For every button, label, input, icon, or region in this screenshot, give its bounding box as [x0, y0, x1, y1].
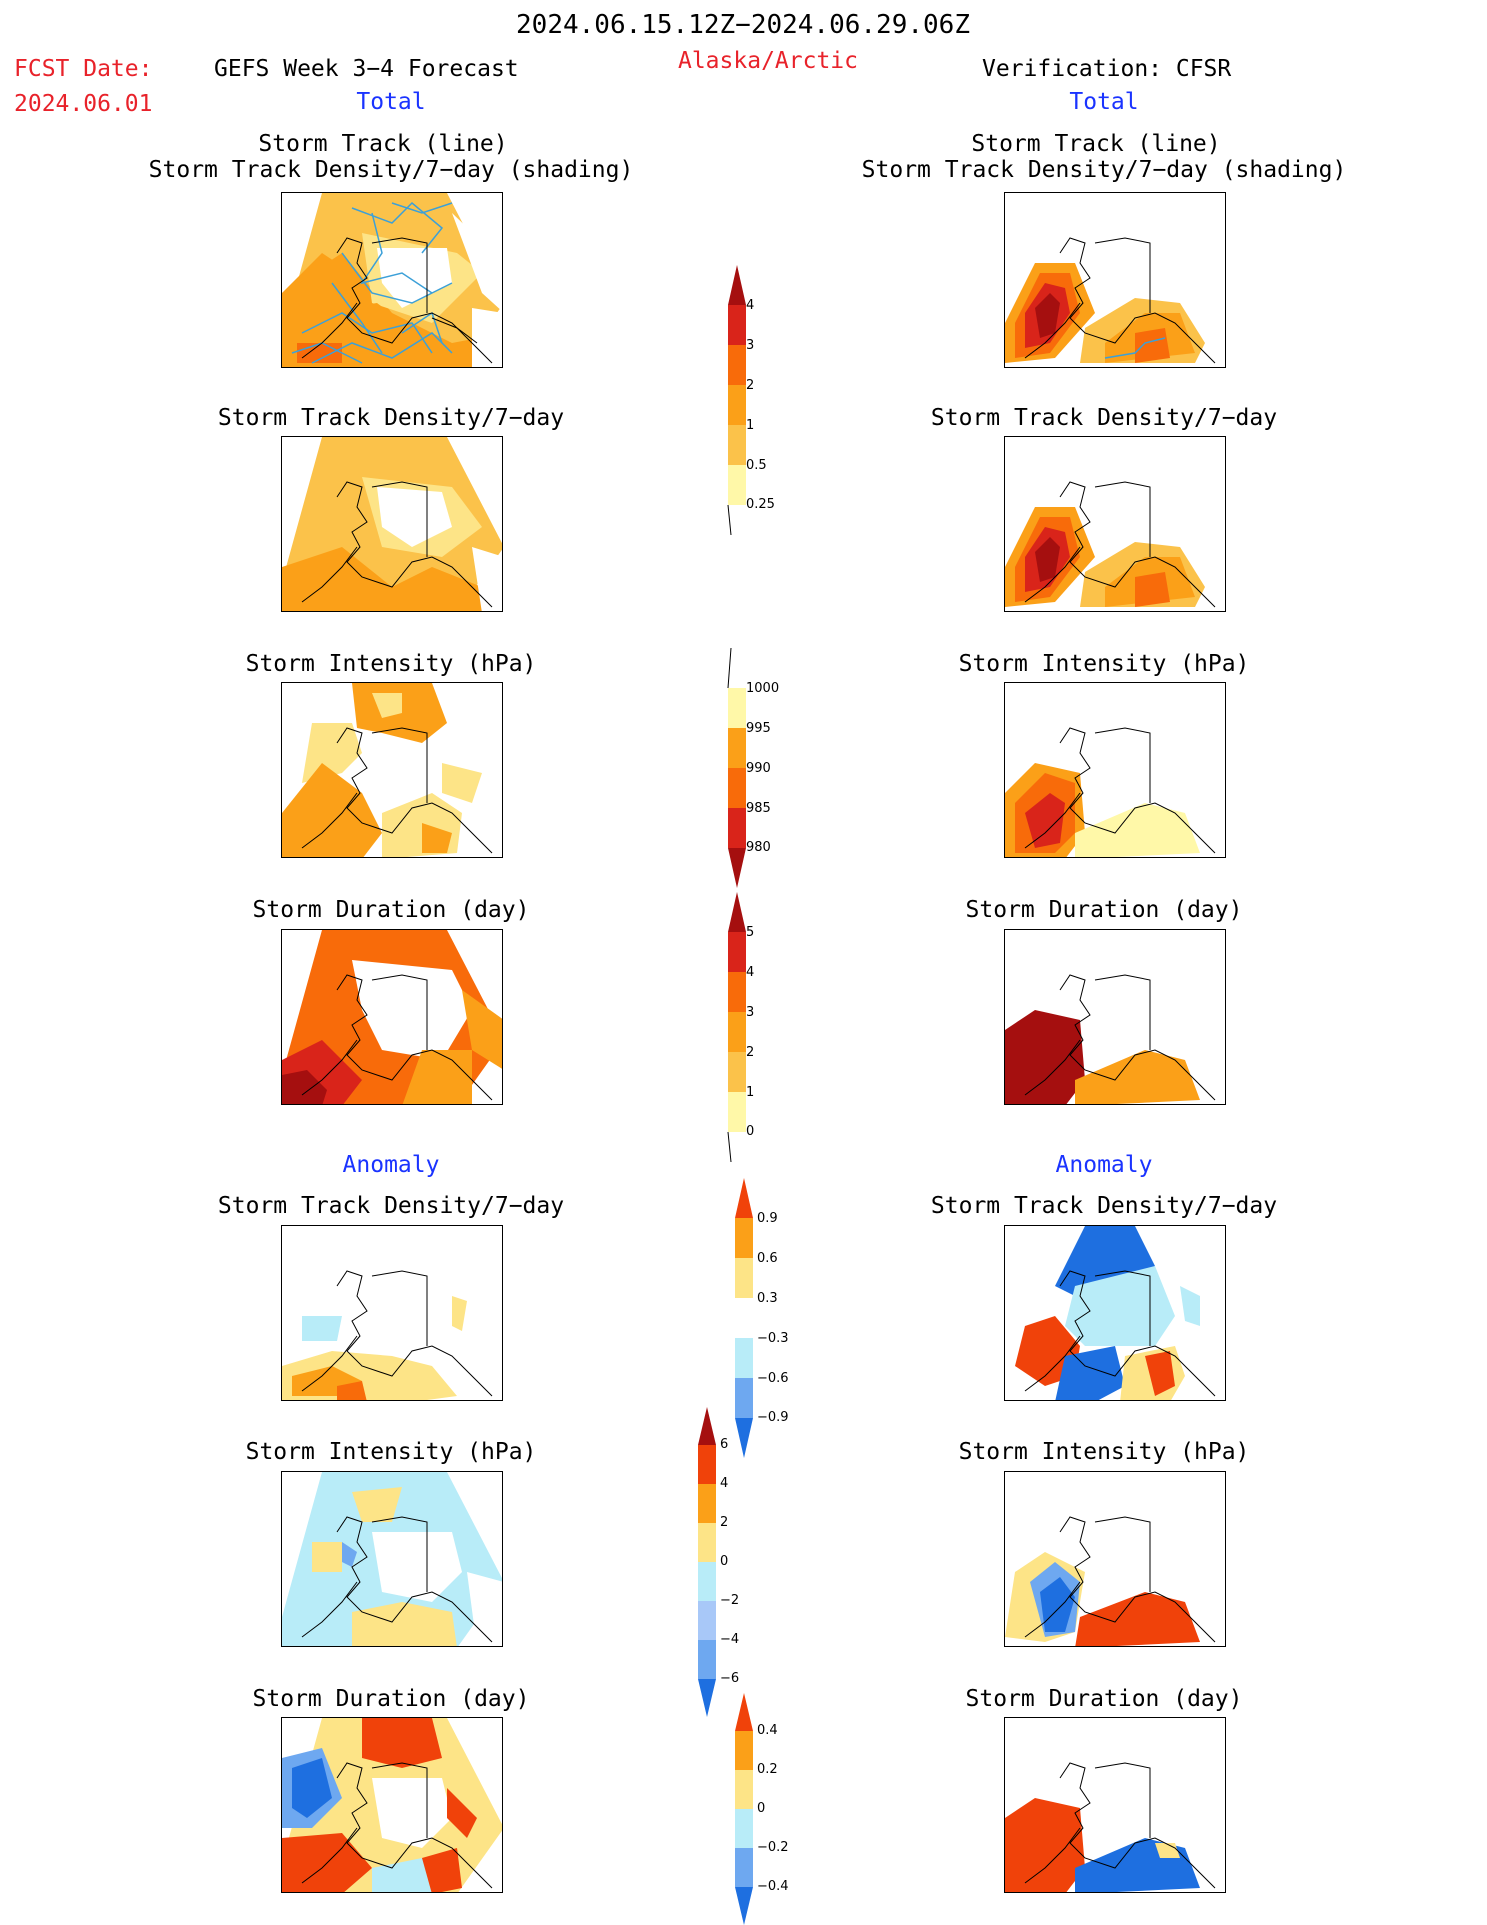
cb-density-label-0: 4	[746, 298, 755, 313]
cb-density-label-3: 1	[746, 418, 755, 433]
anomaly-label-right: Anomaly	[1055, 1152, 1153, 1178]
title-intensity-left: Storm Intensity (hPa)	[245, 651, 537, 677]
total-label-left: Total	[356, 89, 426, 115]
cb-anom-duration-label-0: 0.4	[757, 1723, 778, 1738]
cb-anom-intensity-label-3: 0	[720, 1554, 729, 1569]
title-anom-intensity-left: Storm Intensity (hPa)	[245, 1439, 537, 1465]
cb-intensity-label-1: 995	[746, 721, 771, 736]
cb-duration-label-3: 2	[746, 1045, 755, 1060]
forecast-title: GEFS Week 3−4 Forecast	[214, 56, 519, 82]
cb-anom-density-label-2: 0.3	[757, 1291, 778, 1306]
fcst-date-label: FCST Date:	[14, 56, 153, 82]
title-duration-right: Storm Duration (day)	[965, 897, 1243, 923]
region-title: Alaska/Arctic	[677, 48, 859, 74]
cb-density-label-5: 0.25	[746, 497, 775, 512]
map-verification-duration	[1004, 929, 1226, 1105]
map-forecast-density	[281, 436, 503, 612]
map-verification-anom-intensity	[1004, 1471, 1226, 1647]
cb-anom-intensity-label-4: −2	[720, 1593, 740, 1608]
cb-duration-label-2: 3	[746, 1005, 755, 1020]
map-forecast-track	[281, 192, 503, 368]
title-anom-intensity-right: Storm Intensity (hPa)	[958, 1439, 1250, 1465]
colorbar-anom-density	[735, 1178, 753, 1458]
cb-anom-intensity-label-2: 2	[720, 1515, 729, 1530]
map-forecast-intensity	[281, 682, 503, 858]
map-forecast-anom-density	[281, 1225, 503, 1401]
map-forecast-duration	[281, 929, 503, 1105]
map-verification-anom-duration	[1004, 1717, 1226, 1893]
cb-anom-density-label-5: −0.9	[757, 1410, 789, 1425]
cb-duration-label-1: 4	[746, 965, 755, 980]
cb-anom-density-label-0: 0.9	[757, 1211, 778, 1226]
cb-duration-label-0: 5	[746, 925, 755, 940]
cb-density-label-1: 3	[746, 338, 755, 353]
title-anom-duration-left: Storm Duration (day)	[252, 1686, 530, 1712]
cb-anom-intensity-label-6: −6	[720, 1671, 740, 1686]
title-duration-left: Storm Duration (day)	[252, 897, 530, 923]
cb-anom-density-label-1: 0.6	[757, 1251, 778, 1266]
fcst-date-value: 2024.06.01	[14, 91, 153, 117]
colorbar-duration	[727, 892, 746, 1163]
map-verification-intensity	[1004, 682, 1226, 858]
cb-intensity-label-0: 1000	[746, 681, 780, 696]
cb-duration-label-5: 0	[746, 1124, 755, 1139]
cb-anom-intensity-label-5: −4	[720, 1632, 740, 1647]
title-anom-density-right: Storm Track Density/7−day	[930, 1193, 1278, 1219]
cb-anom-duration-label-4: −0.4	[757, 1879, 789, 1894]
title-anom-duration-right: Storm Duration (day)	[965, 1686, 1243, 1712]
cb-intensity-label-2: 990	[746, 761, 771, 776]
title-anom-density-left: Storm Track Density/7−day	[217, 1193, 565, 1219]
cb-intensity-label-3: 985	[746, 801, 771, 816]
cb-duration-label-4: 1	[746, 1085, 755, 1100]
cb-anom-density-label-3: −0.3	[757, 1331, 789, 1346]
total-label-right: Total	[1069, 89, 1139, 115]
map-verification-track	[1004, 192, 1226, 368]
verification-title: Verification: CFSR	[982, 56, 1232, 82]
map-verification-anom-density	[1004, 1225, 1226, 1401]
anomaly-label-left: Anomaly	[342, 1152, 440, 1178]
colorbar-density	[722, 265, 752, 545]
map-forecast-anom-duration	[281, 1717, 503, 1893]
cb-anom-density-label-4: −0.6	[757, 1371, 789, 1386]
colorbar-intensity	[727, 648, 746, 888]
colorbar-anom-duration	[735, 1693, 753, 1925]
title-intensity-right: Storm Intensity (hPa)	[958, 651, 1250, 677]
cb-density-label-4: 0.5	[746, 458, 767, 473]
map-verification-density	[1004, 436, 1226, 612]
title-density-left: Storm Track Density/7−day	[217, 405, 565, 431]
cb-intensity-label-4: 980	[746, 840, 771, 855]
title-track-shading-left: Storm Track Density/7−day (shading)	[148, 157, 634, 183]
map-forecast-anom-intensity	[281, 1471, 503, 1647]
cb-anom-duration-label-2: 0	[757, 1801, 766, 1816]
title-density-right: Storm Track Density/7−day	[930, 405, 1278, 431]
cb-anom-intensity-label-1: 4	[720, 1476, 729, 1491]
title-track-line-left: Storm Track (line)	[258, 131, 508, 157]
cb-anom-duration-label-3: −0.2	[757, 1840, 789, 1855]
cb-anom-intensity-label-0: 6	[720, 1437, 729, 1452]
cb-density-label-2: 2	[746, 378, 755, 393]
period-title: 2024.06.15.12Z−2024.06.29.06Z	[516, 10, 970, 40]
cb-anom-duration-label-1: 0.2	[757, 1762, 778, 1777]
colorbar-anom-intensity	[698, 1407, 716, 1717]
title-track-shading-right: Storm Track Density/7−day (shading)	[861, 157, 1347, 183]
title-track-line-right: Storm Track (line)	[971, 131, 1221, 157]
